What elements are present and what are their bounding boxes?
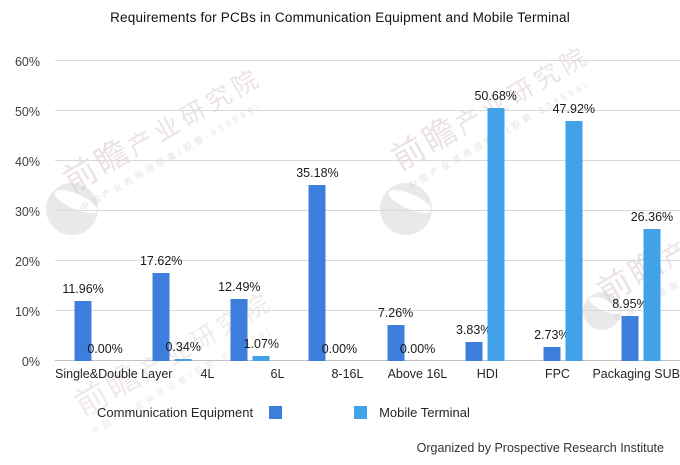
bar-group: 7.26% 0.00% (368, 61, 446, 361)
value-label: 47.92% (552, 102, 596, 117)
plot-area: 11.96% 0.00% 17.62% 0.34% 12.49% 1.07% 35.18% 0… (55, 60, 680, 361)
value-label: 0.00% (87, 342, 123, 356)
gridline (55, 260, 680, 261)
value-label: 7.26% (377, 305, 414, 320)
bar-communication-equipment: 17.62% (140, 254, 182, 361)
gridline (55, 210, 680, 211)
value-label: 50.68% (474, 88, 517, 103)
bar-communication-equipment: 7.26% (378, 306, 413, 361)
y-axis-tick-label: 50% (14, 105, 40, 119)
y-axis-tick-label: 40% (14, 155, 40, 169)
bar-communication-equipment: 11.96% (62, 282, 104, 361)
y-axis-tick-label: 0% (21, 355, 40, 369)
value-label: 2.73% (534, 328, 570, 343)
bar-communication-equipment: 35.18% (296, 166, 339, 361)
x-axis-tick-label: 4L (200, 367, 215, 381)
bar-group: 11.96% 0.00% (55, 61, 133, 361)
bar-mobile-terminal: 47.92% (553, 102, 595, 361)
y-axis-tick-label: 30% (14, 205, 40, 219)
bar-group: 12.49% 1.07% (211, 61, 289, 361)
legend-label-communication-equipment: Communication Equipment (97, 405, 254, 420)
bar-group: 3.83% 50.68% (446, 61, 524, 361)
value-label: 35.18% (296, 166, 339, 181)
bar-groups: 11.96% 0.00% 17.62% 0.34% 12.49% 1.07% 35.18% 0… (55, 61, 680, 361)
value-label: 1.07% (243, 336, 280, 351)
x-axis-tick-label: 6L (270, 367, 285, 381)
value-label: 0.00% (399, 342, 436, 356)
bar-communication-equipment: 3.83% (456, 323, 491, 361)
legend-swatch (354, 406, 368, 419)
legend: Communication Equipment Mobile Terminal (97, 405, 470, 420)
value-label: 26.36% (630, 210, 674, 225)
y-axis-tick-label: 60% (14, 55, 40, 69)
legend-swatch (269, 406, 283, 419)
bar-communication-equipment: 2.73% (534, 328, 570, 361)
x-axis: Single&Double Layer 4L 6L 8-16L Above 16L HDI… (55, 367, 680, 381)
value-label: 12.49% (218, 279, 261, 294)
x-axis-tick-label: 8-16L (331, 367, 364, 381)
value-label: 11.96% (62, 282, 104, 297)
value-label: 0.00% (321, 342, 358, 356)
bar-group: 8.95% 26.36% (602, 61, 680, 361)
gridline (55, 310, 680, 311)
gridline (55, 60, 680, 61)
source-attribution: Organized by Prospective Research Instit… (416, 441, 664, 455)
value-label: 0.34% (165, 340, 201, 355)
bar-mobile-terminal: 50.68% (474, 89, 517, 361)
y-axis-tick-label: 10% (14, 305, 40, 319)
x-axis-tick-label: FPC (544, 367, 570, 381)
bar-mobile-terminal: 0.34% (165, 340, 201, 361)
bar-communication-equipment: 8.95% (612, 297, 648, 361)
bar-group: 17.62% 0.34% (133, 61, 211, 361)
legend-label-mobile-terminal: Mobile Terminal (379, 405, 470, 420)
x-axis-tick-label: Above 16L (387, 367, 448, 381)
y-axis-tick-label: 20% (14, 255, 40, 269)
gridline (55, 110, 680, 111)
x-axis-tick-label: Single&Double Layer (55, 367, 173, 381)
bar-mobile-terminal: 26.36% (631, 210, 673, 361)
x-axis-line (55, 360, 680, 361)
y-axis: 0% 10% 20% 30% 40% 50% 60% (0, 55, 44, 369)
value-label: 17.62% (139, 253, 183, 268)
bar-group: 35.18% 0.00% (289, 61, 367, 361)
bar-communication-equipment: 12.49% (218, 280, 261, 361)
x-axis-tick-label: Packaging SUB (592, 367, 680, 381)
chart-title: Requirements for PCBs in Communication E… (110, 10, 570, 25)
value-label: 3.83% (455, 322, 492, 337)
bar-mobile-terminal: 1.07% (244, 337, 279, 361)
x-axis-tick-label: HDI (476, 367, 499, 381)
gridline (55, 160, 680, 161)
value-label: 8.95% (612, 297, 648, 312)
bar-group: 2.73% 47.92% (524, 61, 602, 361)
